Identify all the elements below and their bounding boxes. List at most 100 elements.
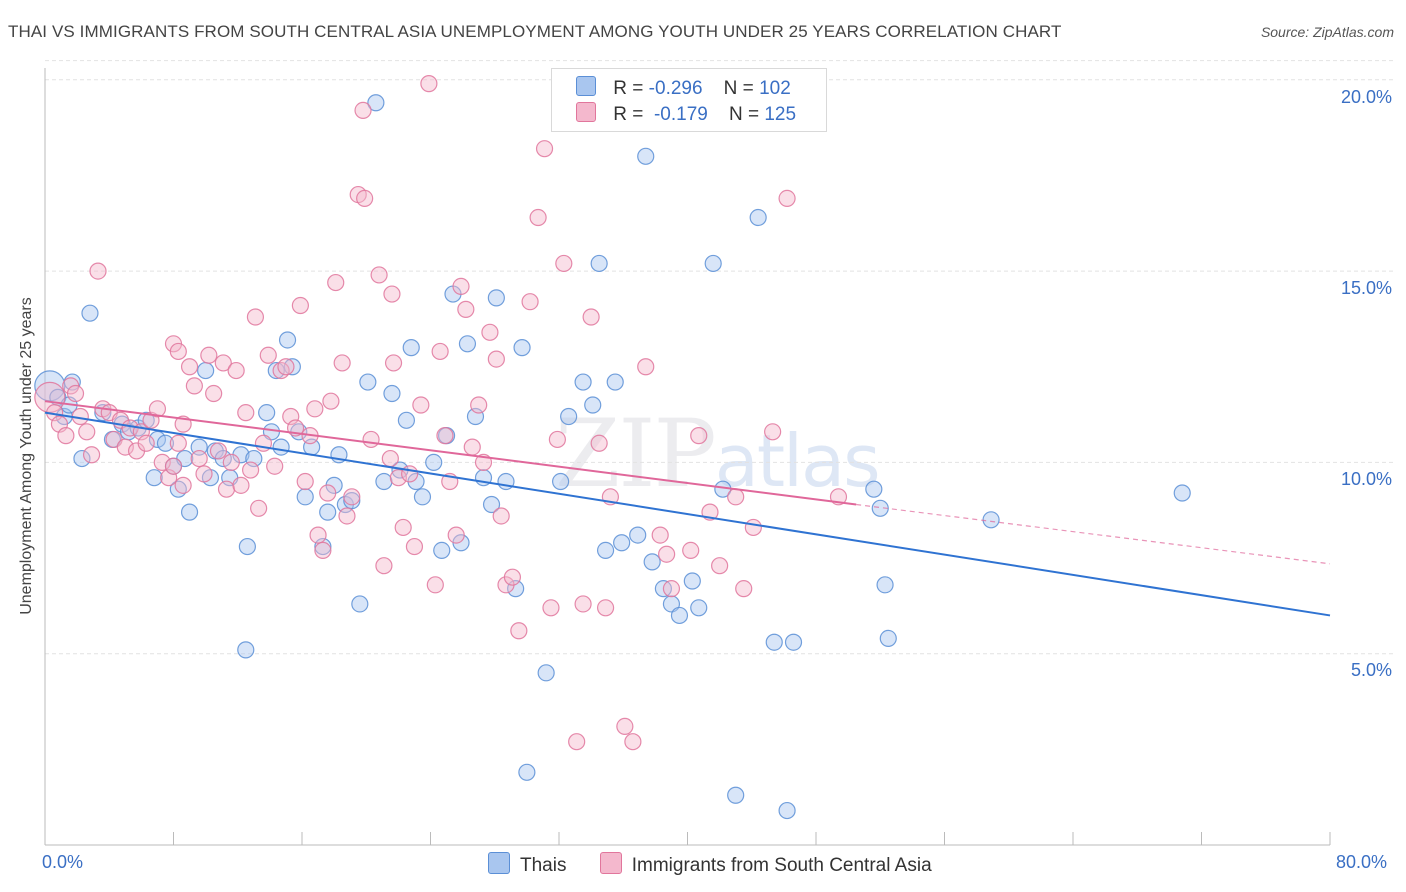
immigrants-point	[362, 430, 380, 449]
thais-point	[1173, 484, 1191, 502]
immigrants-point	[82, 446, 101, 464]
thais-point	[145, 469, 163, 487]
immigrants-point	[246, 308, 265, 326]
thais-point	[879, 629, 897, 647]
immigrants-point	[463, 438, 481, 456]
immigrants-point	[470, 396, 488, 414]
immigrants-point	[662, 580, 681, 598]
immigrants-point	[682, 541, 700, 559]
legend-n-label: N =	[728, 104, 760, 125]
immigrants-point	[555, 254, 573, 273]
correlation-legend: R = -0.296 N = 102 R = -0.179 N = 125	[551, 68, 827, 132]
immigrants-point	[727, 488, 745, 506]
immigrants-point	[214, 354, 232, 372]
thais-point	[574, 373, 592, 391]
thais-point	[629, 526, 647, 544]
immigrants-point	[690, 427, 708, 445]
legend-r-value-thais: -0.296	[648, 78, 703, 99]
y-tick-label-5: 5.0%	[1350, 660, 1392, 680]
legend-label-thais: Thais	[520, 855, 567, 876]
immigrants-point	[405, 537, 424, 556]
thais-point	[637, 147, 655, 165]
legend-r-label: R =	[613, 104, 644, 125]
immigrants-point	[481, 323, 499, 341]
thais-point	[267, 361, 285, 380]
immigrants-point	[375, 557, 393, 575]
thais-trend-line	[44, 411, 1331, 617]
immigrants-point	[296, 472, 314, 491]
thais-point	[765, 633, 783, 651]
thais-point	[613, 534, 631, 552]
immigrants-point	[383, 285, 401, 303]
thais-point	[643, 553, 661, 571]
thais-point	[383, 384, 401, 403]
chart-title: THAI VS IMMIGRANTS FROM SOUTH CENTRAL AS…	[8, 22, 1062, 41]
legend-row-immigrants: R = -0.179 N = 125	[576, 102, 796, 126]
immigrants-point	[227, 361, 245, 380]
thais-point	[982, 511, 1000, 529]
immigrants-point	[259, 346, 277, 364]
thais-point	[283, 358, 301, 376]
thais-point	[487, 289, 505, 307]
immigrants-point	[242, 461, 260, 479]
thais-point	[402, 339, 420, 357]
immigrants-trend-line	[44, 400, 857, 506]
immigrants-point	[116, 438, 134, 456]
thais-point	[258, 404, 276, 422]
watermark-zip: ZIP	[555, 400, 717, 509]
legend-label-immigrants: Immigrants from South Central Asia	[631, 855, 932, 876]
thais-point	[865, 480, 883, 498]
immigrants-point	[420, 75, 438, 93]
immigrants-point	[185, 377, 203, 395]
immigrants-point	[205, 384, 223, 403]
immigrants-point	[394, 518, 412, 537]
immigrants-point	[343, 488, 361, 506]
immigrants-point	[735, 580, 753, 598]
thais-point	[513, 339, 531, 357]
thais-point	[690, 599, 708, 617]
immigrants-point	[322, 392, 340, 410]
thais-point	[413, 488, 432, 506]
immigrants-point	[651, 526, 669, 544]
y-tick-label-15: 15.0%	[1340, 278, 1392, 298]
immigrants-point	[266, 457, 284, 475]
thais-point	[319, 503, 337, 521]
immigrants-point	[306, 400, 324, 418]
thais-point	[343, 492, 361, 510]
thais-point	[590, 254, 608, 273]
thais-point	[148, 430, 167, 449]
immigrants-point	[169, 434, 187, 452]
immigrants-point	[457, 300, 475, 318]
thais-point	[359, 373, 377, 391]
thais-point	[197, 361, 215, 380]
immigrants-point	[487, 350, 505, 368]
immigrants-point	[237, 404, 255, 422]
immigrants-point	[169, 342, 187, 361]
immigrants-point	[535, 140, 554, 158]
immigrants-point	[452, 277, 470, 296]
immigrants-point	[153, 453, 171, 471]
legend-r-value-immigrants: -0.179	[653, 104, 708, 125]
immigrants-point	[277, 358, 295, 376]
immigrants-point	[190, 449, 208, 468]
thais-point	[871, 499, 889, 517]
legend-item-thais[interactable]: Thais	[488, 852, 566, 877]
thais-point	[397, 411, 416, 429]
y-axis-label: Unemployment Among Youth under 25 years	[18, 297, 35, 615]
immigrants-point	[222, 453, 240, 471]
thais-point	[296, 488, 314, 506]
y-tick-label-10: 10.0%	[1340, 469, 1392, 489]
immigrants-point	[778, 189, 796, 208]
thais-point	[606, 373, 624, 391]
immigrants-point	[521, 293, 539, 311]
legend-item-immigrants[interactable]: Immigrants from South Central Asia	[599, 852, 932, 877]
immigrants-point	[200, 346, 218, 364]
immigrants-point	[436, 427, 454, 445]
thais-point	[433, 541, 451, 559]
immigrants-point	[764, 423, 782, 441]
legend-n-value-immigrants: 125	[764, 104, 797, 125]
immigrants-point	[637, 358, 655, 376]
immigrants-point	[354, 101, 372, 120]
immigrants-point	[711, 557, 729, 575]
